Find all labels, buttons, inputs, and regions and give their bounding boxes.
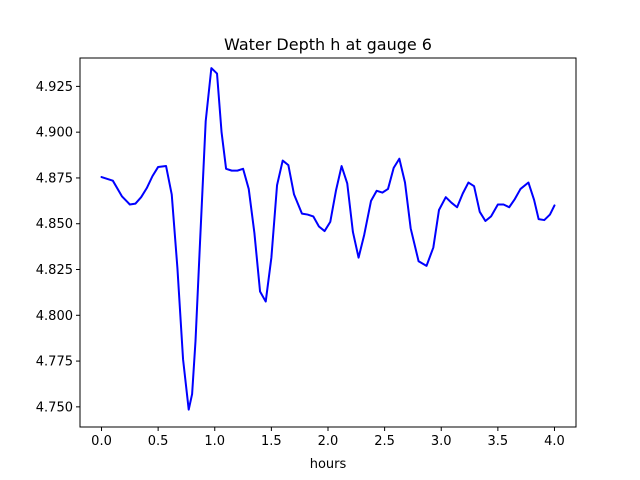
y-tick-label: 4.775 — [36, 355, 73, 370]
y-tick-label: 4.750 — [36, 400, 73, 415]
x-tick-label: 4.0 — [544, 434, 565, 449]
x-tick-label: 3.0 — [431, 434, 452, 449]
y-axis: 4.750 4.775 4.800 4.825 4.850 4.875 4.900 4.925 — [36, 80, 80, 415]
x-tick-label: 2.5 — [374, 434, 395, 449]
chart-title: Water Depth h at gauge 6 — [224, 35, 432, 54]
x-axis: 0.0 0.5 1.0 1.5 2.0 2.5 3.0 3.5 4.0 — [91, 427, 565, 449]
y-tick-label: 4.925 — [36, 80, 73, 95]
y-tick-label: 4.875 — [36, 171, 73, 186]
y-tick-label: 4.850 — [36, 217, 73, 232]
plot-layer — [100, 67, 556, 411]
y-tick-label: 4.800 — [36, 309, 73, 324]
y-tick-label: 4.825 — [36, 263, 73, 278]
x-tick-label: 0.0 — [91, 434, 112, 449]
x-tick-label: 2.0 — [318, 434, 339, 449]
x-tick-label: 1.5 — [261, 434, 282, 449]
x-tick-label: 3.5 — [488, 434, 509, 449]
x-axis-label: hours — [310, 457, 347, 472]
series-line-0 — [100, 67, 556, 411]
y-tick-label: 4.900 — [36, 126, 73, 141]
x-tick-label: 0.5 — [148, 434, 169, 449]
x-tick-label: 1.0 — [204, 434, 225, 449]
